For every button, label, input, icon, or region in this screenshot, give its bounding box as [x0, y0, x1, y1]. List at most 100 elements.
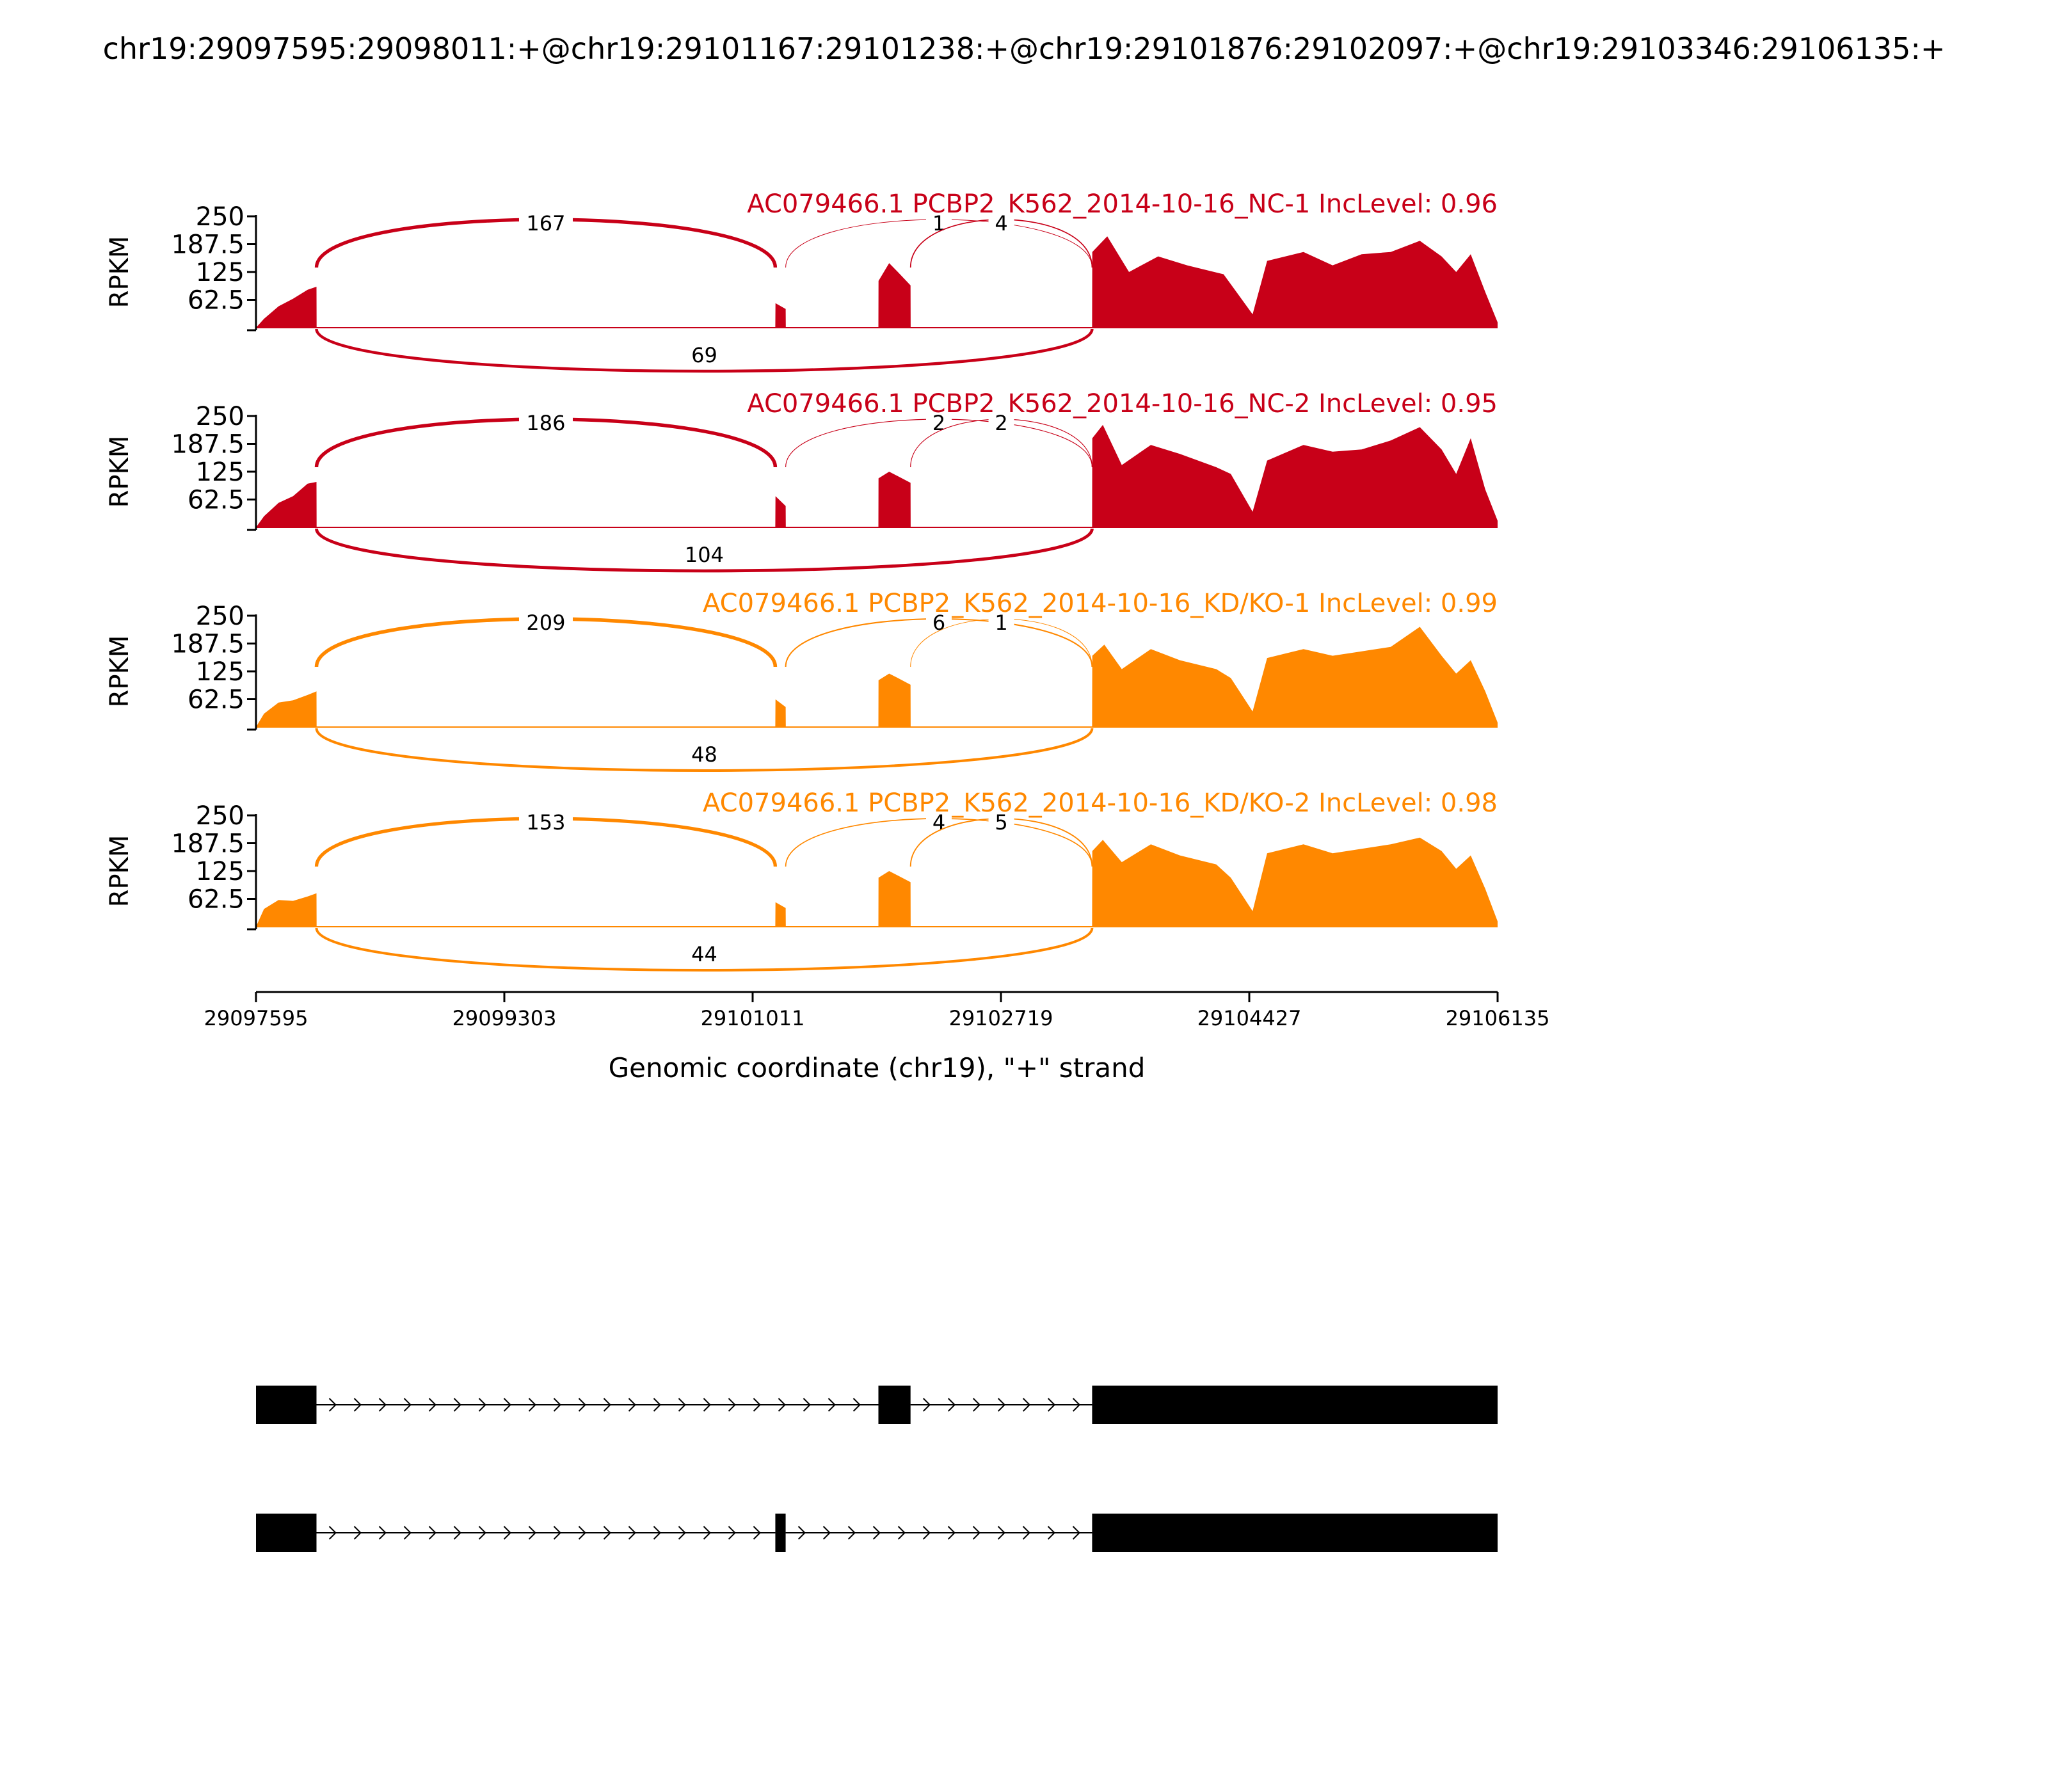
- strand-chevron: [328, 1526, 337, 1540]
- junction-label: 44: [691, 942, 717, 966]
- strand-chevron: [1072, 1526, 1080, 1540]
- strand-chevron: [922, 1526, 931, 1540]
- y-tick-label: 187.5: [171, 829, 244, 859]
- y-tick-label: 125: [196, 857, 244, 886]
- track-title: AC079466.1 PCBP2_K562_2014-10-16_KD/KO-2…: [703, 788, 1498, 818]
- isoform-models: [256, 1386, 1498, 1552]
- junction-label: 5: [995, 810, 1007, 835]
- y-tick-label: 250: [196, 402, 244, 431]
- strand-chevron: [1047, 1526, 1055, 1540]
- junction-label-bg: [988, 413, 1014, 434]
- junction-label: 209: [526, 611, 565, 635]
- x-tick-label: 29104427: [1197, 1006, 1302, 1030]
- junction-label-bg: [518, 214, 573, 234]
- junction-label: 1: [932, 211, 945, 236]
- track-title: AC079466.1 PCBP2_K562_2014-10-16_NC-1 In…: [747, 189, 1498, 219]
- junction-label: 104: [685, 543, 724, 567]
- junction-label: 48: [691, 742, 717, 767]
- x-axis: 29097595 29099303 29101011 29102719 29104427…: [204, 991, 1549, 1030]
- junction-label-bg: [926, 214, 952, 234]
- strand-chevron: [353, 1398, 362, 1412]
- strand-chevron: [1022, 1398, 1031, 1412]
- strand-chevron: [728, 1526, 736, 1540]
- strand-chevron: [847, 1526, 856, 1540]
- junction-label-bg: [988, 813, 1014, 833]
- junction-label: 2: [932, 411, 945, 435]
- track-title: AC079466.1 PCBP2_K562_2014-10-16_NC-2 In…: [747, 389, 1498, 419]
- y-axis-label: RPKM: [105, 436, 134, 508]
- strand-chevron: [822, 1526, 831, 1540]
- strand-chevron: [328, 1398, 337, 1412]
- strand-chevron: [1047, 1398, 1056, 1412]
- isoform-1: [256, 1386, 1498, 1424]
- strand-chevron: [1022, 1526, 1030, 1540]
- y-tick-label: 125: [196, 258, 244, 287]
- coverage-area: [256, 236, 1498, 328]
- strand-chevron: [578, 1398, 586, 1412]
- x-tick-label: 29099303: [452, 1006, 557, 1030]
- junction-label: 69: [691, 343, 717, 367]
- exon-box: [256, 1514, 317, 1552]
- strand-chevron: [872, 1526, 881, 1540]
- plot-title: chr19:29097595:29098011:+@chr19:29101167…: [103, 31, 1946, 66]
- strand-chevron: [528, 1526, 536, 1540]
- exon-box: [1092, 1514, 1498, 1552]
- strand-chevron: [428, 1526, 436, 1540]
- y-tick-label: 62.5: [188, 286, 244, 316]
- y-tick-label: 250: [196, 202, 244, 232]
- strand-chevron: [403, 1526, 412, 1540]
- strand-chevron: [653, 1398, 661, 1412]
- strand-chevron: [378, 1398, 387, 1412]
- strand-chevron: [972, 1526, 980, 1540]
- junction-label-bg: [518, 613, 573, 634]
- y-tick-label: 125: [196, 657, 244, 687]
- junction-label: 153: [526, 810, 565, 835]
- y-tick-label: 62.5: [188, 885, 244, 915]
- junction-label-bg: [926, 413, 952, 434]
- junction-label-bg: [988, 214, 1014, 234]
- y-axis-label: RPKM: [105, 835, 134, 908]
- strand-chevron: [628, 1398, 636, 1412]
- junction-arc: [315, 927, 1094, 972]
- strand-chevron: [528, 1398, 536, 1412]
- strand-chevron: [628, 1526, 636, 1540]
- x-axis-label: Genomic coordinate (chr19), "+" strand: [609, 1052, 1146, 1084]
- strand-chevron: [378, 1526, 387, 1540]
- strand-chevron: [603, 1526, 611, 1540]
- strand-chevron: [947, 1398, 956, 1412]
- strand-chevron: [703, 1398, 711, 1412]
- strand-chevron: [947, 1526, 956, 1540]
- junction-label-bg: [684, 745, 724, 765]
- junction-label: 4: [995, 211, 1007, 236]
- exon-box: [1092, 1386, 1498, 1424]
- exon-box: [878, 1386, 911, 1424]
- y-axis-label: RPKM: [105, 236, 134, 308]
- y-tick-label: 62.5: [188, 685, 244, 715]
- junction-label-bg: [677, 545, 732, 566]
- strand-chevron: [678, 1398, 686, 1412]
- junction-label-bg: [518, 413, 573, 434]
- y-axis-label: RPKM: [105, 636, 134, 708]
- strand-chevron: [922, 1398, 931, 1412]
- junction-label: 186: [526, 411, 565, 435]
- strand-chevron: [703, 1526, 711, 1540]
- strand-chevron: [797, 1526, 806, 1540]
- junction-label-bg: [926, 813, 952, 833]
- strand-chevron: [997, 1398, 1006, 1412]
- strand-chevron: [852, 1398, 861, 1412]
- coverage-area: [256, 627, 1498, 727]
- x-tick-label: 29102719: [949, 1006, 1053, 1030]
- junction-arc: [315, 528, 1094, 573]
- strand-chevron: [753, 1398, 761, 1412]
- junction-label: 167: [526, 211, 565, 236]
- y-tick-label: 187.5: [171, 430, 244, 460]
- x-tick-label: 29097595: [204, 1006, 308, 1030]
- y-tick-label: 187.5: [171, 230, 244, 260]
- strand-chevron: [553, 1398, 561, 1412]
